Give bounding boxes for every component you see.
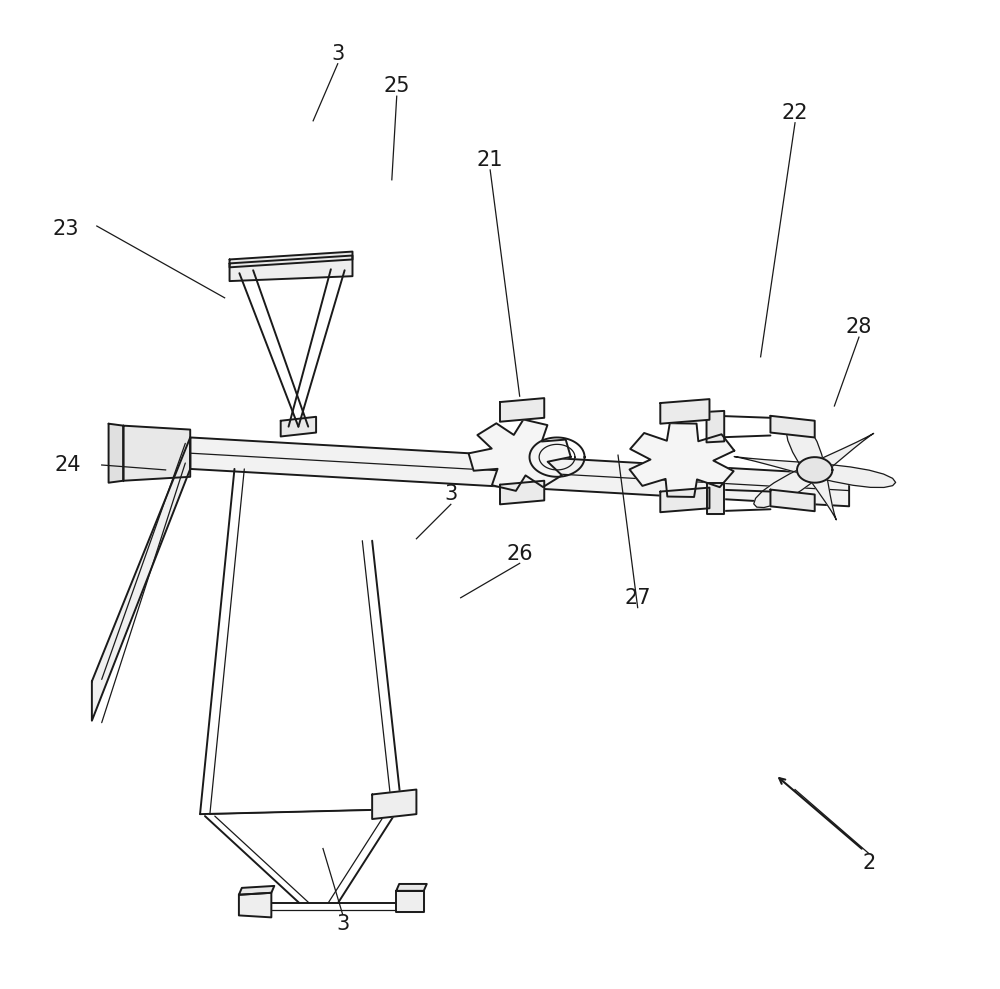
Polygon shape: [239, 893, 271, 918]
Text: 25: 25: [383, 76, 410, 96]
Polygon shape: [630, 423, 734, 497]
Polygon shape: [190, 437, 849, 506]
Polygon shape: [754, 433, 874, 507]
Text: 2: 2: [862, 854, 875, 873]
Polygon shape: [770, 415, 815, 437]
Text: 26: 26: [506, 544, 533, 564]
Text: 3: 3: [336, 914, 349, 935]
Polygon shape: [230, 255, 352, 281]
Polygon shape: [734, 457, 896, 488]
Polygon shape: [770, 490, 815, 511]
Polygon shape: [396, 884, 427, 891]
Text: 28: 28: [846, 317, 872, 337]
Polygon shape: [372, 789, 416, 819]
Polygon shape: [500, 481, 544, 504]
Polygon shape: [92, 437, 190, 721]
Text: 3: 3: [331, 44, 344, 64]
Polygon shape: [281, 416, 316, 436]
Polygon shape: [660, 400, 709, 423]
Polygon shape: [707, 410, 724, 442]
Text: 22: 22: [782, 103, 808, 123]
Text: 24: 24: [54, 455, 81, 475]
Polygon shape: [230, 251, 352, 267]
Text: 3: 3: [444, 485, 457, 504]
Polygon shape: [469, 419, 571, 491]
Polygon shape: [109, 423, 123, 483]
Polygon shape: [239, 886, 274, 895]
Polygon shape: [123, 425, 190, 481]
Text: 27: 27: [624, 587, 651, 608]
Polygon shape: [797, 457, 832, 483]
Text: 23: 23: [52, 219, 79, 239]
Polygon shape: [707, 483, 724, 514]
Polygon shape: [396, 891, 424, 913]
Polygon shape: [500, 399, 544, 421]
Polygon shape: [660, 488, 709, 512]
Polygon shape: [786, 420, 836, 520]
Text: 21: 21: [477, 150, 503, 170]
